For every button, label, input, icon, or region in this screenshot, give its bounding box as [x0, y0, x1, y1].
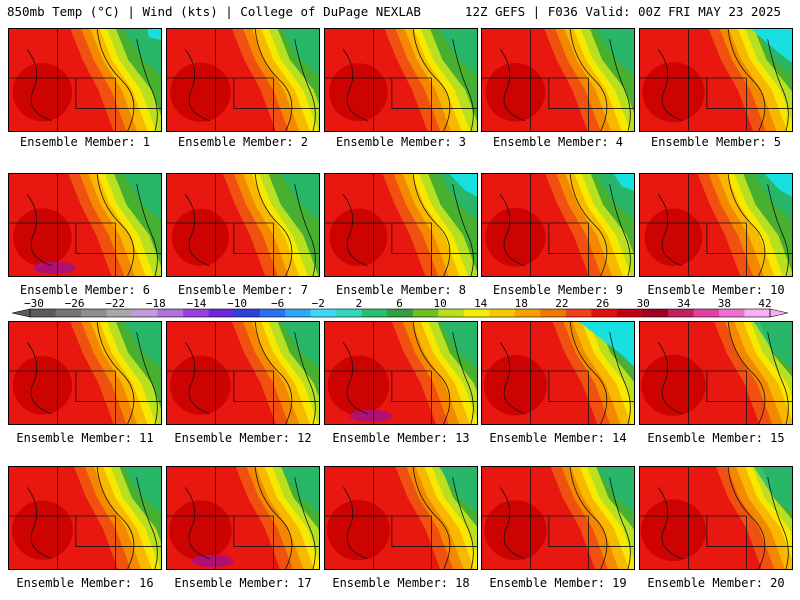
- colorbar-tick-label: −18: [145, 297, 166, 310]
- colorbar-swatch: [55, 309, 82, 317]
- colorbar-swatch: [387, 309, 414, 317]
- ensemble-member-label: Ensemble Member: 19: [489, 576, 627, 590]
- ensemble-member-map-4: [481, 28, 635, 132]
- colorbar-swatch: [642, 309, 669, 317]
- ensemble-member-map-7: [166, 173, 320, 277]
- colorbar-tick-label: −26: [64, 297, 85, 310]
- colorbar-tick-label: −2: [311, 297, 325, 310]
- colorbar-swatch: [489, 309, 516, 317]
- colorbar-swatch: [438, 309, 465, 317]
- colorbar-tick-label: 10: [433, 297, 447, 310]
- ensemble-member-label: Ensemble Member: 17: [174, 576, 312, 590]
- ensemble-member-label: Ensemble Member: 1: [19, 135, 151, 149]
- ensemble-member-map-8: [324, 173, 478, 277]
- colorbar-swatch: [259, 309, 286, 317]
- colorbar-tick-label: 38: [717, 297, 732, 310]
- colorbar-swatch: [591, 309, 618, 317]
- map-title: 850mb Temp (°C) | Wind (kts) | College o…: [7, 4, 421, 19]
- colorbar-tick-label: −22: [105, 297, 126, 310]
- ensemble-member-label: Ensemble Member: 12: [174, 431, 312, 445]
- colorbar-swatch: [30, 309, 57, 317]
- ensemble-member-map-9: [481, 173, 635, 277]
- colorbar-swatch: [106, 309, 133, 317]
- ensemble-member-label: Ensemble Member: 7: [177, 283, 309, 297]
- colorbar-tick-label: 22: [555, 297, 569, 310]
- ensemble-member-label: Ensemble Member: 15: [647, 431, 785, 445]
- ensemble-member-label: Ensemble Member: 16: [16, 576, 154, 590]
- ensemble-member-map-16: [8, 466, 162, 570]
- ensemble-member-map-20: [639, 466, 793, 570]
- colorbar-tick-label: −14: [186, 297, 207, 310]
- colorbar-swatch: [718, 309, 745, 317]
- colorbar-frame: [29, 308, 771, 318]
- model-run-info: 12Z GEFS | F036 Valid: 00Z FRI MAY 23 20…: [464, 4, 781, 19]
- colorbar-tick-label: −6: [271, 297, 285, 310]
- ensemble-member-map-1: [8, 28, 162, 132]
- colorbar-swatch: [514, 309, 541, 317]
- colorbar-tick-label: 6: [396, 297, 403, 310]
- ensemble-member-label: Ensemble Member: 8: [335, 283, 467, 297]
- colorbar-swatch: [565, 309, 592, 317]
- ensemble-member-map-5: [639, 28, 793, 132]
- colorbar-swatch: [285, 309, 312, 317]
- ensemble-member-label: Ensemble Member: 2: [177, 135, 309, 149]
- colorbar-swatch: [208, 309, 235, 317]
- colorbar-tick-label: 2: [355, 297, 363, 310]
- ensemble-member-label: Ensemble Member: 9: [492, 283, 624, 297]
- ensemble-member-label: Ensemble Member: 6: [19, 283, 151, 297]
- ensemble-member-map-3: [324, 28, 478, 132]
- ensemble-member-map-6: [8, 173, 162, 277]
- ensemble-member-map-11: [8, 321, 162, 425]
- colorbar-tick-label: 26: [595, 297, 610, 310]
- colorbar-swatch: [616, 309, 643, 317]
- colorbar-swatch: [81, 309, 108, 317]
- ensemble-member-label: Ensemble Member: 3: [335, 135, 467, 149]
- ensemble-member-map-18: [324, 466, 478, 570]
- colorbar-min-arrow: [12, 308, 31, 318]
- colorbar-tick-label: 34: [677, 297, 691, 310]
- ensemble-member-label: Ensemble Member: 10: [647, 283, 785, 297]
- colorbar-swatch: [336, 309, 363, 317]
- colorbar-tick-label: 18: [514, 297, 528, 310]
- colorbar-tick-label: −10: [227, 297, 248, 310]
- colorbar-swatch: [132, 309, 159, 317]
- colorbar-swatch: [744, 309, 771, 317]
- ensemble-member-label: Ensemble Member: 18: [332, 576, 470, 590]
- colorbar-swatch: [310, 309, 337, 317]
- ensemble-member-map-17: [166, 466, 320, 570]
- ensemble-member-label: Ensemble Member: 20: [647, 576, 785, 590]
- ensemble-member-label: Ensemble Member: 11: [16, 431, 154, 445]
- colorbar-swatch: [157, 309, 184, 317]
- colorbar-tick-label: 30: [636, 297, 650, 310]
- ensemble-member-map-2: [166, 28, 320, 132]
- ensemble-member-map-12: [166, 321, 320, 425]
- ensemble-member-label: Ensemble Member: 5: [650, 135, 782, 149]
- colorbar-swatch: [693, 309, 720, 317]
- ensemble-member-map-15: [639, 321, 793, 425]
- colorbar-max-arrow: [769, 308, 788, 318]
- colorbar-tick-label: 14: [474, 297, 488, 310]
- colorbar-swatch: [667, 309, 694, 317]
- colorbar-swatch: [412, 309, 439, 317]
- ensemble-member-label: Ensemble Member: 4: [492, 135, 624, 149]
- ensemble-member-label: Ensemble Member: 13: [332, 431, 470, 445]
- colorbar-swatch: [183, 309, 210, 317]
- ensemble-member-map-13: [324, 321, 478, 425]
- colorbar-swatch: [540, 309, 567, 317]
- colorbar-swatch: [234, 309, 261, 317]
- ensemble-member-map-14: [481, 321, 635, 425]
- colorbar-swatch: [463, 309, 490, 317]
- ensemble-member-label: Ensemble Member: 14: [489, 431, 627, 445]
- ensemble-member-map-10: [639, 173, 793, 277]
- colorbar-tick-label: −30: [24, 297, 44, 310]
- temperature-colorbar: [12, 308, 788, 318]
- colorbar-swatch: [361, 309, 388, 317]
- colorbar-tick-label: 42: [758, 297, 772, 310]
- ensemble-member-map-19: [481, 466, 635, 570]
